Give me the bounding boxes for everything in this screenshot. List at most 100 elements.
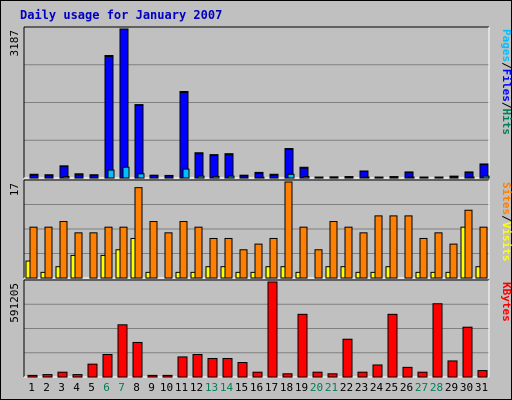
bar-kbytes-day-9: [147, 374, 158, 378]
legend-kbytes: KBytes: [500, 282, 512, 322]
bar-files-day-22: [344, 176, 354, 179]
x-tick-24: 24: [370, 381, 384, 394]
bar-sites-day-19: [299, 226, 308, 279]
bar-kbytes-day-12: [192, 354, 203, 378]
bar-kbytes-day-6: [102, 354, 113, 378]
bar-pages-day-14: [227, 175, 235, 179]
bar-files-day-18: [284, 148, 294, 179]
bar-kbytes-day-29: [447, 360, 458, 378]
x-tick-19: 19: [295, 381, 308, 394]
bar-pages-day-3: [62, 176, 70, 179]
bar-files-day-29: [449, 176, 459, 179]
ymax-label-hits-files-pages: 3187: [8, 30, 21, 57]
bar-files-day-4: [74, 174, 84, 179]
ymax-label-kbytes: 591205: [8, 283, 21, 323]
bar-kbytes-day-23: [357, 371, 368, 378]
bar-kbytes-day-14: [222, 358, 233, 378]
x-tick-14: 14: [220, 381, 234, 394]
bar-kbytes-day-30: [462, 326, 473, 378]
bar-sites-day-26: [404, 215, 413, 279]
bar-sites-day-18: [284, 181, 293, 279]
bar-pages-day-16: [257, 176, 265, 179]
bar-sites-day-28: [434, 232, 443, 279]
bar-sites-day-7: [119, 226, 128, 279]
bar-kbytes-day-24: [372, 364, 383, 378]
bar-sites-day-30: [464, 209, 473, 279]
chart-title: Daily usage for January 2007: [20, 8, 223, 22]
bar-sites-day-27: [419, 237, 428, 279]
bar-kbytes-day-5: [87, 363, 98, 378]
bar-kbytes-day-2: [42, 374, 53, 378]
bar-pages-day-7: [122, 166, 130, 179]
bar-kbytes-day-25: [387, 313, 398, 378]
bar-sites-day-20: [314, 249, 323, 279]
bar-kbytes-day-13: [207, 358, 218, 378]
bar-files-day-5: [89, 175, 99, 179]
bar-files-day-20: [314, 176, 324, 179]
bar-sites-day-4: [74, 232, 83, 279]
bar-files-day-7: [119, 28, 129, 179]
bar-kbytes-day-21: [327, 373, 338, 378]
bar-sites-day-15: [239, 249, 248, 279]
bar-pages-day-12: [197, 175, 205, 179]
legend-hits-files-pages: Pages/Files/Hits: [500, 29, 512, 135]
bar-sites-day-13: [209, 237, 218, 279]
x-tick-30: 30: [460, 381, 473, 394]
x-tick-22: 22: [340, 381, 353, 394]
bar-kbytes-day-17: [267, 281, 278, 378]
bar-sites-day-5: [89, 232, 98, 279]
bar-pages-day-30: [467, 176, 475, 179]
bar-files-day-17: [269, 174, 279, 179]
bar-files-day-27: [419, 176, 429, 179]
bar-pages-day-19: [302, 176, 310, 179]
bar-sites-day-31: [479, 226, 488, 279]
legend-separator: /: [500, 62, 512, 69]
x-tick-2: 2: [43, 381, 50, 394]
bar-kbytes-day-10: [162, 374, 173, 378]
legend-files: Files: [500, 69, 512, 102]
x-tick-27: 27: [415, 381, 428, 394]
bar-kbytes-day-31: [477, 370, 488, 378]
bar-files-day-25: [389, 176, 399, 179]
legend-separator: /: [500, 102, 512, 109]
bar-files-day-21: [329, 176, 339, 179]
bar-sites-day-14: [224, 237, 233, 279]
bar-files-day-6: [104, 55, 114, 179]
bar-sites-day-23: [359, 232, 368, 279]
bar-kbytes-day-20: [312, 371, 323, 378]
x-tick-11: 11: [175, 381, 188, 394]
bar-kbytes-day-8: [132, 341, 143, 378]
x-tick-16: 16: [250, 381, 263, 394]
legend-separator: /: [500, 215, 512, 222]
bar-files-day-15: [239, 175, 249, 179]
bar-sites-day-24: [374, 215, 383, 279]
legend-visits-sites: Sites/Visits: [500, 182, 512, 262]
bar-pages-day-8: [137, 173, 145, 179]
bar-kbytes-day-15: [237, 362, 248, 378]
legend-sites: Sites: [500, 182, 512, 215]
legend-kbytes: KBytes: [500, 282, 512, 322]
bar-pages-day-13: [212, 175, 220, 179]
bar-pages-day-23: [362, 176, 370, 179]
bar-sites-day-16: [254, 243, 263, 279]
bar-sites-day-25: [389, 215, 398, 279]
bar-sites-day-10: [164, 232, 173, 279]
ymax-label-visits-sites: 17: [8, 183, 21, 196]
x-tick-17: 17: [265, 381, 278, 394]
x-tick-12: 12: [190, 381, 203, 394]
bar-files-day-24: [374, 176, 384, 179]
x-tick-20: 20: [310, 381, 323, 394]
bar-files-day-14: [224, 154, 234, 179]
bar-sites-day-2: [44, 226, 53, 279]
bar-kbytes-day-19: [297, 313, 308, 378]
bar-files-day-8: [134, 105, 144, 179]
x-tick-7: 7: [118, 381, 125, 394]
bar-kbytes-day-4: [72, 374, 83, 378]
bar-pages-day-18: [287, 173, 295, 179]
bar-files-day-13: [209, 155, 219, 179]
bar-sites-day-29: [449, 243, 458, 279]
bar-files-day-9: [149, 175, 159, 179]
x-tick-23: 23: [355, 381, 368, 394]
x-tick-3: 3: [58, 381, 65, 394]
x-tick-18: 18: [280, 381, 293, 394]
